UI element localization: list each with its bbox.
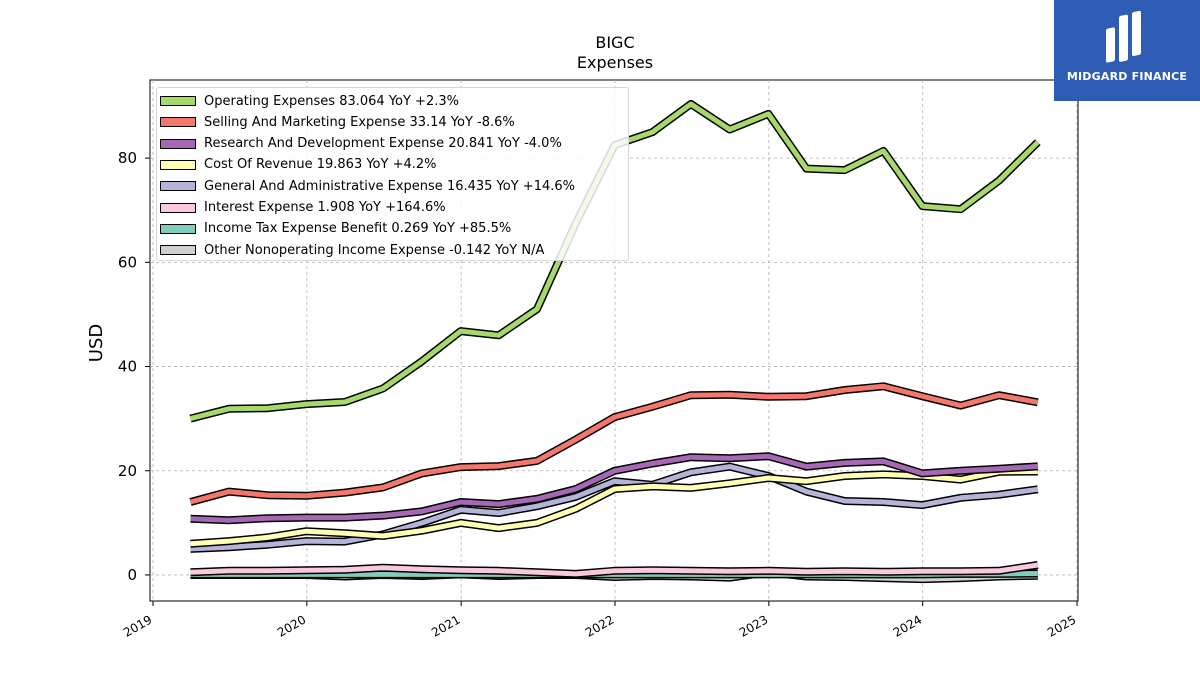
legend-item: Research And Development Expense 20.841 … bbox=[160, 135, 562, 153]
legend-item: Income Tax Expense Benefit 0.269 YoY +85… bbox=[160, 220, 511, 238]
chart-title: BIGC bbox=[595, 33, 635, 52]
legend-label: General And Administrative Expense 16.43… bbox=[204, 178, 575, 194]
legend-label: Selling And Marketing Expense 33.14 YoY … bbox=[204, 114, 515, 130]
legend-item: General And Administrative Expense 16.43… bbox=[160, 177, 575, 195]
series-line-cost-of-revenue bbox=[190, 469, 1038, 547]
series-line-interest-expense bbox=[190, 562, 1039, 577]
legend-swatch bbox=[160, 96, 196, 106]
x-tick-label: 2025 bbox=[1045, 612, 1078, 639]
legend-label: Other Nonoperating Income Expense -0.142… bbox=[204, 242, 545, 258]
legend-swatch bbox=[160, 117, 196, 128]
legend-item: Cost Of Revenue 19.863 YoY +4.2% bbox=[160, 156, 437, 174]
chart-subtitle: Expenses bbox=[576, 53, 654, 72]
legend-swatch bbox=[160, 181, 196, 192]
legend-label: Interest Expense 1.908 YoY +164.6% bbox=[204, 200, 446, 215]
brand-logo: MIDGARD FINANCE bbox=[1054, 0, 1200, 101]
legend-label: Operating Expenses 83.064 YoY +2.3% bbox=[204, 93, 459, 109]
y-tick-label: 80 bbox=[118, 149, 137, 167]
legend-swatch bbox=[160, 138, 196, 149]
x-tick-label: 2021 bbox=[429, 612, 462, 639]
logo-text: MIDGARD FINANCE bbox=[1066, 70, 1188, 83]
x-tick-label: 2022 bbox=[583, 612, 616, 639]
x-tick-label: 2020 bbox=[275, 612, 308, 639]
series-line-general-and-administrative-expense bbox=[190, 464, 1039, 552]
x-tick-label: 2023 bbox=[737, 612, 770, 639]
legend-label: Income Tax Expense Benefit 0.269 YoY +85… bbox=[204, 221, 512, 237]
legend-item: Other Nonoperating Income Expense -0.142… bbox=[160, 241, 544, 259]
legend-swatch bbox=[160, 223, 196, 234]
legend-item: Selling And Marketing Expense 33.14 YoY … bbox=[160, 113, 515, 131]
legend: Operating Expenses 83.064 YoY +2.3% Selli… bbox=[156, 87, 629, 261]
y-tick-label: 60 bbox=[118, 253, 137, 271]
legend-swatch bbox=[160, 245, 196, 256]
series-lines bbox=[189, 100, 1041, 584]
y-tick-label: 0 bbox=[127, 566, 137, 584]
y-tick-label: 40 bbox=[118, 358, 137, 376]
series-line-research-and-development-expense bbox=[190, 453, 1038, 523]
legend-swatch bbox=[160, 202, 196, 213]
y-tick-label: 20 bbox=[118, 462, 137, 480]
legend-swatch bbox=[160, 159, 196, 170]
legend-item: Interest Expense 1.908 YoY +164.6% bbox=[160, 199, 446, 217]
legend-item: Operating Expenses 83.064 YoY +2.3% bbox=[160, 92, 459, 110]
logo-mark-icon bbox=[1106, 10, 1141, 63]
series-line-selling-and-marketing-expense bbox=[189, 383, 1039, 505]
x-tick-label: 2024 bbox=[891, 612, 924, 639]
y-axis-label: USD bbox=[86, 324, 107, 362]
legend-label: Cost Of Revenue 19.863 YoY +4.2% bbox=[204, 157, 437, 173]
legend-label: Research And Development Expense 20.841 … bbox=[204, 136, 562, 152]
x-tick-label: 2019 bbox=[121, 612, 154, 639]
